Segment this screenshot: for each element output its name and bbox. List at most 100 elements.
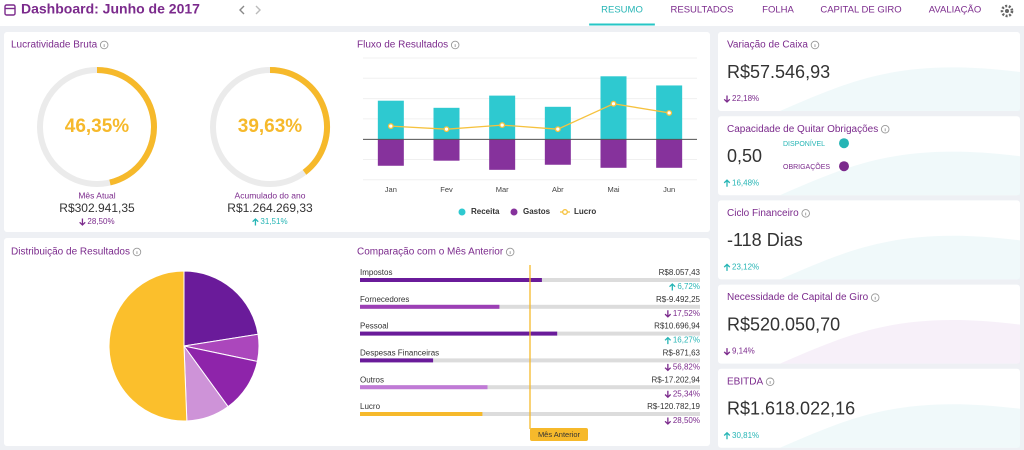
row-amount: R$-120.782,19: [647, 402, 700, 411]
line-point: [666, 109, 673, 116]
legend-label: DISPONÍVEL: [783, 139, 825, 148]
info-icon: [801, 209, 810, 218]
trend-arrow: [723, 348, 731, 356]
card-value: R$520.050,70: [727, 314, 840, 334]
info-icon: [810, 40, 820, 50]
change-percent: 9,14%: [732, 347, 755, 356]
gauge-label: Mês Atual: [78, 190, 115, 200]
nav-tab[interactable]: FOLHA: [762, 5, 794, 16]
legend-swatch: [562, 209, 568, 215]
section-title: Lucratividade Bruta: [11, 40, 98, 51]
card-wave: [780, 320, 1020, 364]
gauge-amount: R$1.264.269,33: [227, 201, 313, 215]
card-value: R$57.546,93: [727, 62, 830, 82]
row-label: Fornecedores: [360, 295, 409, 304]
nav-tab[interactable]: RESUMO: [601, 5, 643, 16]
card-wave: [780, 404, 1020, 448]
legend-label: Lucro: [574, 207, 596, 216]
change-percent: 16,48%: [732, 178, 759, 187]
info-icon: [505, 247, 515, 257]
gauge-arc: [269, 67, 330, 175]
prev-arrow[interactable]: [239, 5, 245, 15]
section-title: Capacidade de Quitar Obrigações: [727, 124, 878, 135]
trend-arrow: [723, 179, 731, 187]
trend-arrow: [664, 417, 672, 425]
row-amount: R$-9.492,25: [656, 295, 701, 304]
bar: [489, 95, 516, 140]
line: [390, 103, 670, 130]
pie-slice: [108, 270, 188, 422]
legend-label: OBRIGAÇÕES: [783, 162, 830, 171]
info-icon: [99, 40, 109, 50]
trend-arrow: [664, 363, 672, 372]
card-wave: [780, 235, 1020, 280]
info-icon: [870, 293, 880, 302]
progress-bar: [360, 331, 558, 336]
x-tick-label: Fev: [440, 185, 453, 194]
row-amount: R$8.057,43: [659, 268, 701, 277]
change-percent: 22,18%: [732, 94, 759, 103]
bar: [433, 139, 460, 161]
x-tick-label: Jan: [385, 185, 397, 194]
progress-bar: [360, 278, 542, 282]
card-value: -118 Dias: [727, 230, 803, 250]
bar: [544, 139, 571, 165]
row-label: Outros: [360, 375, 384, 384]
row-label: Pessoal: [360, 322, 389, 331]
trend-arrow: [723, 431, 731, 440]
trend-arrow: [669, 283, 676, 291]
section-title: Variação de Caixa: [727, 40, 808, 51]
line-point: [610, 100, 617, 107]
info-icon: [450, 40, 460, 50]
progress-bar: [360, 304, 500, 309]
bar: [433, 107, 460, 140]
legend-swatch: [510, 208, 518, 216]
reference-label: Mês Anterior: [538, 430, 581, 439]
info-icon: [880, 124, 890, 134]
card-value: R$1.618.022,16: [727, 399, 855, 419]
x-tick-label: Abr: [552, 185, 564, 194]
nav-tab[interactable]: CAPITAL DE GIRO: [820, 5, 901, 16]
change-percent: 30,81%: [732, 431, 759, 440]
legend-icon: [839, 161, 849, 172]
section-title: Ciclo Financeiro: [727, 208, 799, 219]
bar: [489, 139, 516, 170]
trend-arrow: [252, 218, 259, 226]
section-title: Fluxo de Resultados: [357, 40, 448, 51]
calendar-icon: [4, 4, 16, 16]
card-wave: [780, 67, 1020, 111]
line-point: [387, 123, 394, 130]
change-percent: 31,51%: [260, 217, 287, 226]
trend-arrow: [79, 218, 86, 226]
trend-arrow: [664, 390, 672, 399]
nav-tab[interactable]: AVALIAÇÃO: [929, 5, 981, 16]
change-percent: 28,50%: [87, 217, 114, 226]
x-tick-label: Mar: [496, 185, 509, 194]
reference-badge: [530, 428, 588, 441]
bar: [544, 106, 571, 140]
nav-tab[interactable]: RESULTADOS: [671, 5, 734, 16]
bar: [377, 139, 404, 166]
settings-icon[interactable]: [1000, 4, 1014, 18]
trend-arrow: [664, 310, 672, 318]
line-point: [554, 126, 561, 133]
change-percent: 16,27%: [673, 336, 700, 345]
gauge-amount: R$302.941,35: [59, 201, 135, 215]
gauge-value: 39,63%: [238, 116, 303, 137]
next-arrow[interactable]: [255, 5, 261, 15]
line-point: [443, 126, 450, 133]
legend-swatch: [458, 208, 466, 216]
legend-label: Gastos: [523, 207, 551, 216]
gauge-label: Acumulado do ano: [235, 190, 306, 200]
panel: [4, 32, 710, 232]
line-point: [499, 122, 506, 129]
row-amount: R$10.696,94: [654, 322, 700, 331]
pie-slice: [183, 270, 259, 347]
row-label: Lucro: [360, 402, 381, 411]
row-amount: R$-17.202,94: [652, 375, 701, 384]
progress-bar: [360, 412, 483, 416]
section-title: Comparação com o Mês Anterior: [357, 247, 504, 258]
x-tick-label: Jun: [663, 185, 675, 194]
bar: [377, 100, 404, 140]
